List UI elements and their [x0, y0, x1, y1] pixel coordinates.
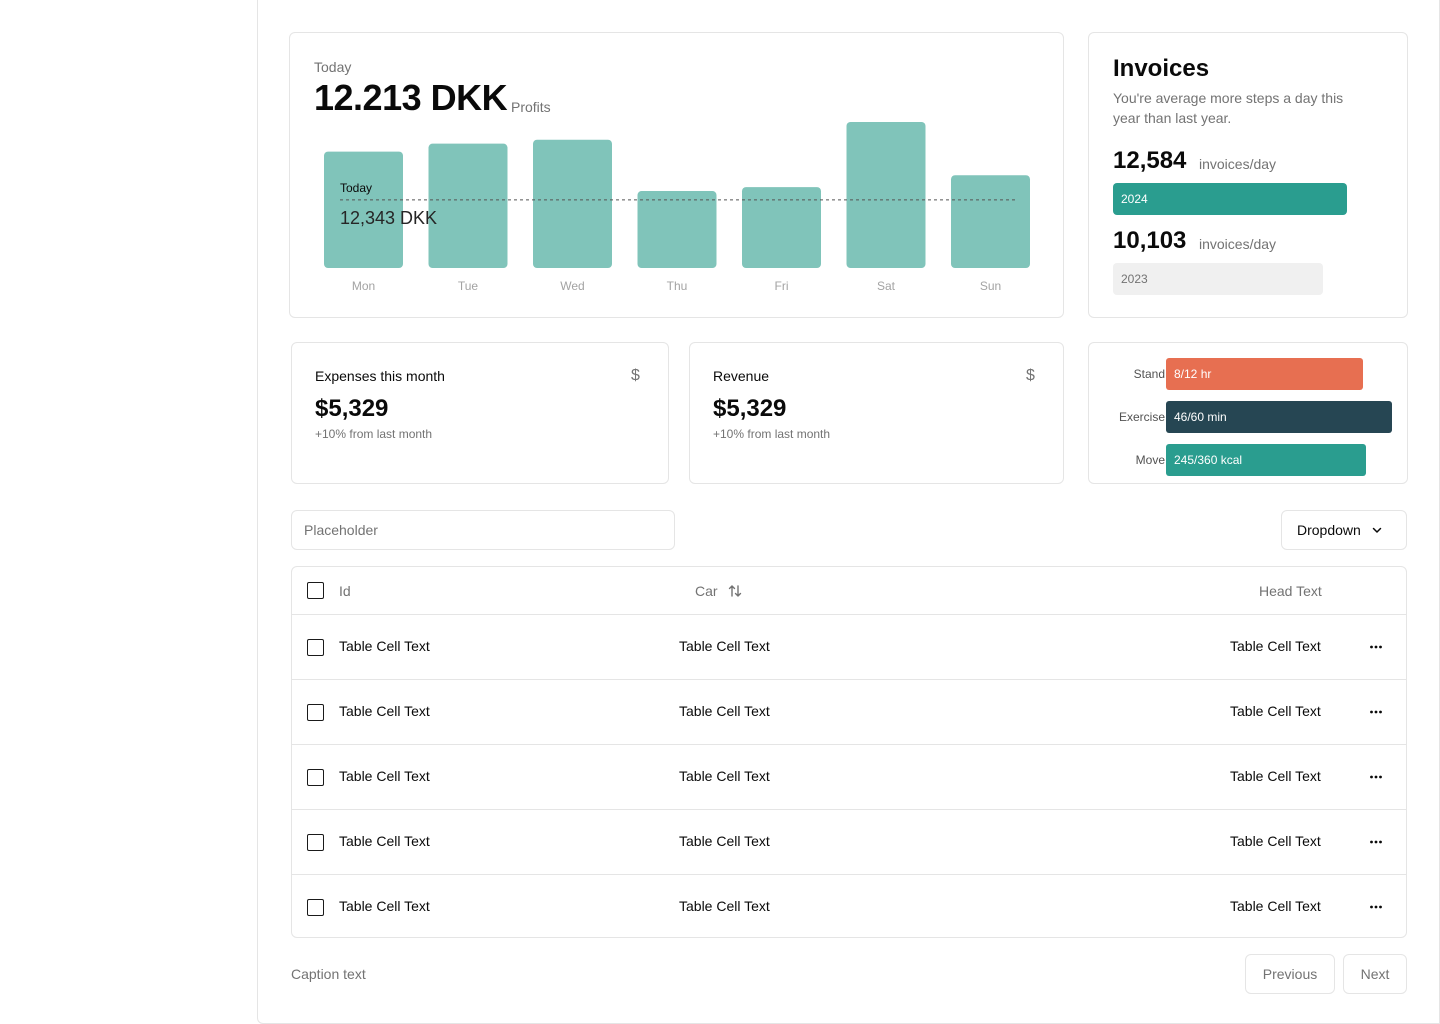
column-header-head-text[interactable]: Head Text — [1259, 583, 1322, 599]
profits-value: 12.213 DKK — [314, 77, 508, 118]
chart-x-label: Thu — [667, 279, 688, 293]
cell-id: Table Cell Text — [339, 703, 430, 719]
revenue-title: Revenue — [713, 368, 770, 384]
search-input[interactable] — [291, 510, 675, 550]
dollar-icon: $ — [631, 367, 640, 384]
table-row: Table Cell Text Table Cell Text Table Cell… — [292, 615, 1406, 680]
profits-unit: Profits — [511, 99, 551, 115]
chart-bar-mon[interactable] — [324, 151, 403, 268]
chart-bar-tue[interactable] — [428, 143, 508, 268]
expenses-title: Expenses this month — [315, 368, 445, 384]
more-options-icon[interactable] — [1368, 704, 1384, 720]
cell-head-text: Table Cell Text — [1230, 768, 1321, 784]
invoices-card: Invoices You're average more steps a day… — [1088, 32, 1408, 318]
invoices-title: Invoices — [1113, 55, 1210, 82]
chart-bar-thu[interactable] — [637, 191, 717, 268]
cell-car: Table Cell Text — [679, 833, 770, 849]
cell-car: Table Cell Text — [679, 638, 770, 654]
invoices-bar-2024: 2024 — [1113, 183, 1347, 215]
row-checkbox[interactable] — [307, 834, 324, 851]
revenue-value: $5,329 — [713, 395, 787, 422]
profits-bar-chart: Mon Tue Wed Thu Fri Sat Sun — [324, 121, 1030, 293]
activity-bar-exercise: 46/60 min — [1166, 401, 1392, 433]
table-header-row: Id Car Head Text — [292, 567, 1406, 615]
table-caption: Caption text — [291, 966, 366, 982]
chart-x-label: Sat — [877, 279, 896, 293]
data-table: Id Car Head Text Table Cell Text Table Ce… — [291, 566, 1407, 938]
cell-car: Table Cell Text — [679, 898, 770, 914]
activity-bar-move: 245/360 kcal — [1166, 444, 1366, 476]
row-checkbox[interactable] — [307, 639, 324, 656]
dropdown-label: Dropdown — [1297, 522, 1361, 538]
table-row: Table Cell Text Table Cell Text Table Cell… — [292, 680, 1406, 745]
chart-x-label: Mon — [352, 279, 375, 293]
expenses-value: $5,329 — [315, 395, 389, 422]
invoices-unit-2024: invoices/day — [1199, 156, 1277, 172]
activity-label-stand: Stand — [1133, 367, 1165, 381]
more-options-icon[interactable] — [1368, 639, 1384, 655]
chart-bar-sat[interactable] — [846, 121, 926, 269]
activity-bar-stand: 8/12 hr — [1166, 358, 1363, 390]
cell-id: Table Cell Text — [339, 638, 430, 654]
invoices-description: You're average more steps a day this yea… — [1113, 90, 1344, 126]
cell-head-text: Table Cell Text — [1230, 638, 1321, 654]
cell-id: Table Cell Text — [339, 898, 430, 914]
cell-car: Table Cell Text — [679, 768, 770, 784]
table-row: Table Cell Text Table Cell Text Table Cell… — [292, 745, 1406, 810]
sort-icon[interactable] — [727, 583, 743, 599]
activity-card: Stand 8/12 hr Exercise 46/60 min Move 24… — [1088, 342, 1408, 484]
more-options-icon[interactable] — [1368, 769, 1384, 785]
cell-head-text: Table Cell Text — [1230, 898, 1321, 914]
chart-x-label: Wed — [560, 279, 584, 293]
select-all-checkbox[interactable] — [307, 582, 324, 599]
next-button[interactable]: Next — [1343, 954, 1407, 994]
previous-button[interactable]: Previous — [1245, 954, 1335, 994]
invoices-bar-2023: 2023 — [1113, 263, 1323, 295]
table-row: Table Cell Text Table Cell Text Table Cell… — [292, 875, 1406, 937]
chart-tooltip-label: Today — [340, 181, 373, 195]
invoices-value-2024: 12,584 — [1113, 147, 1187, 174]
chart-bar-wed[interactable] — [533, 139, 612, 268]
row-checkbox[interactable] — [307, 704, 324, 721]
revenue-change: +10% from last month — [713, 427, 831, 441]
row-checkbox[interactable] — [307, 899, 324, 916]
more-options-icon[interactable] — [1368, 834, 1384, 850]
expenses-change: +10% from last month — [315, 427, 433, 441]
cell-car: Table Cell Text — [679, 703, 770, 719]
dropdown-button[interactable]: Dropdown — [1281, 510, 1407, 550]
cell-id: Table Cell Text — [339, 833, 430, 849]
profits-period-label: Today — [314, 59, 352, 75]
activity-label-move: Move — [1135, 453, 1165, 467]
chart-bar-fri[interactable] — [742, 187, 821, 268]
column-header-car[interactable]: Car — [695, 583, 718, 599]
chart-x-label: Sun — [980, 279, 1001, 293]
invoices-value-2023: 10,103 — [1113, 227, 1187, 254]
cell-head-text: Table Cell Text — [1230, 833, 1321, 849]
chevron-down-icon — [1372, 527, 1382, 533]
cell-id: Table Cell Text — [339, 768, 430, 784]
chart-tooltip-value: 12,343 DKK — [340, 208, 438, 228]
more-options-icon[interactable] — [1368, 899, 1384, 915]
chart-bar-sun[interactable] — [951, 175, 1030, 268]
revenue-card: Revenue $ $5,329 +10% from last month — [689, 342, 1064, 484]
chart-x-label: Fri — [775, 279, 789, 293]
column-header-id[interactable]: Id — [339, 583, 351, 599]
dollar-icon: $ — [1026, 367, 1035, 384]
row-checkbox[interactable] — [307, 769, 324, 786]
activity-label-exercise: Exercise — [1118, 410, 1165, 424]
profits-card: Mon Tue Wed Thu Fri Sat Sun Today 12.213 DKK P… — [289, 32, 1064, 318]
invoices-unit-2023: invoices/day — [1199, 236, 1277, 252]
chart-x-label: Tue — [458, 279, 479, 293]
expenses-card: Expenses this month $ $5,329 +10% from l… — [291, 342, 669, 484]
table-row: Table Cell Text Table Cell Text Table Cell… — [292, 810, 1406, 875]
cell-head-text: Table Cell Text — [1230, 703, 1321, 719]
